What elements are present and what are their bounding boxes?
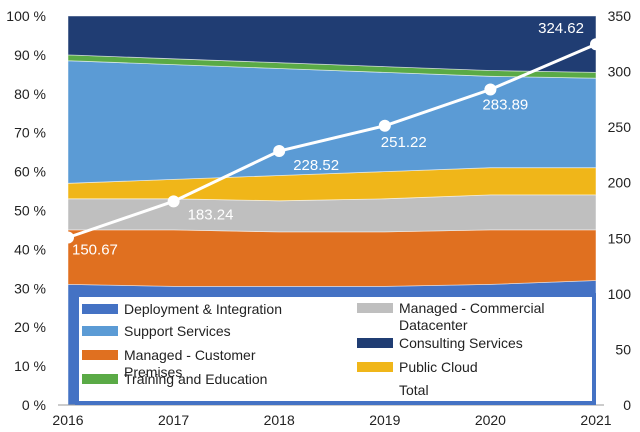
area-consulting-services xyxy=(67,15,597,73)
right-tick-label: 250 xyxy=(608,119,632,135)
total-point xyxy=(62,231,74,244)
legend-label: Public Cloud xyxy=(399,359,478,375)
total-point xyxy=(378,119,391,132)
right-tick-label: 350 xyxy=(608,8,632,24)
left-tick-label: 10 % xyxy=(14,358,46,374)
left-tick-label: 100 % xyxy=(6,8,46,24)
legend-label: Support Services xyxy=(124,323,231,339)
x-axis: 2016 2017 2018 2019 2020 2021 xyxy=(52,404,612,428)
legend-label-line: Public Cloud xyxy=(399,359,478,375)
legend-panel xyxy=(79,297,592,401)
total-point xyxy=(590,38,602,51)
x-tick-label: 2020 xyxy=(475,412,506,428)
legend-swatch xyxy=(82,326,118,336)
right-tick-label: 150 xyxy=(608,230,632,246)
legend-swatch xyxy=(357,338,393,348)
total-point xyxy=(167,195,180,208)
left-tick-label: 30 % xyxy=(14,280,46,296)
total-line xyxy=(67,42,597,239)
left-tick-label: 20 % xyxy=(14,319,46,335)
legend-label-line: Datacenter xyxy=(399,317,468,333)
legend-label: Total xyxy=(399,382,429,398)
right-tick-label: 100 xyxy=(608,286,632,302)
total-data-label: 228.52 xyxy=(293,157,339,174)
legend: Deployment & Integration Support Services… xyxy=(75,293,596,405)
right-axis: 0 50 100 150 200 250 300 350 xyxy=(608,8,632,413)
legend-label: Training and Education xyxy=(124,371,267,387)
right-tick-label: 200 xyxy=(608,175,632,191)
legend-label-line: Managed - Commercial xyxy=(399,300,545,316)
right-tick-label: 50 xyxy=(615,341,631,357)
x-tick-label: 2021 xyxy=(580,412,611,428)
left-axis: 0 % 10 % 20 % 30 % 40 % 50 % 60 % 70 % 80 % 90 % 1… xyxy=(6,8,46,413)
left-tick-label: 0 % xyxy=(22,397,46,413)
total-data-label: 324.62 xyxy=(538,20,584,37)
legend-swatch xyxy=(82,374,118,384)
legend-swatch xyxy=(82,350,118,360)
legend-label: Consulting Services xyxy=(399,335,523,351)
x-tick-label: 2017 xyxy=(158,412,189,428)
legend-label-line: Managed - Customer xyxy=(124,347,256,363)
left-tick-label: 70 % xyxy=(14,125,46,141)
legend-label-line: Premises xyxy=(124,364,182,380)
total-data-label: 183.24 xyxy=(188,206,234,223)
x-tick-label: 2018 xyxy=(264,412,295,428)
legend-label-line: Deployment & Integration xyxy=(124,301,282,317)
left-tick-label: 60 % xyxy=(14,164,46,180)
legend-label: Managed - Commercial Datacenter xyxy=(399,300,545,333)
legend-swatch xyxy=(82,304,118,314)
left-tick-label: 40 % xyxy=(14,241,46,257)
x-tick-label: 2016 xyxy=(52,412,83,428)
area-managed-commercial-datacenter xyxy=(67,194,597,233)
total-data-label: 283.89 xyxy=(482,96,528,113)
right-tick-label: 300 xyxy=(608,64,632,80)
total-point xyxy=(273,145,286,158)
legend-swatch xyxy=(357,303,393,313)
x-tick-label: 2019 xyxy=(369,412,400,428)
legend-label-line: Total xyxy=(399,382,429,398)
legend-label-line: Training and Education xyxy=(124,371,267,387)
total-line-group: 150.67 183.24 228.52 251.22 283.89 324.62 xyxy=(62,20,602,259)
left-tick-label: 90 % xyxy=(14,47,46,63)
left-tick-label: 80 % xyxy=(14,86,46,102)
legend-label: Managed - Customer Premises xyxy=(124,347,256,380)
legend-label: Deployment & Integration xyxy=(124,301,282,317)
legend-label-line: Consulting Services xyxy=(399,335,523,351)
total-data-label: 251.22 xyxy=(381,134,427,151)
legend-total-marker xyxy=(370,385,380,395)
left-tick-label: 50 % xyxy=(14,203,46,219)
total-data-label: 150.67 xyxy=(72,242,118,259)
total-point xyxy=(484,83,497,96)
legend-swatch xyxy=(357,362,393,372)
area-managed-customer-premises xyxy=(67,229,597,287)
right-tick-label: 0 xyxy=(623,397,631,413)
legend-label-line: Support Services xyxy=(124,323,231,339)
